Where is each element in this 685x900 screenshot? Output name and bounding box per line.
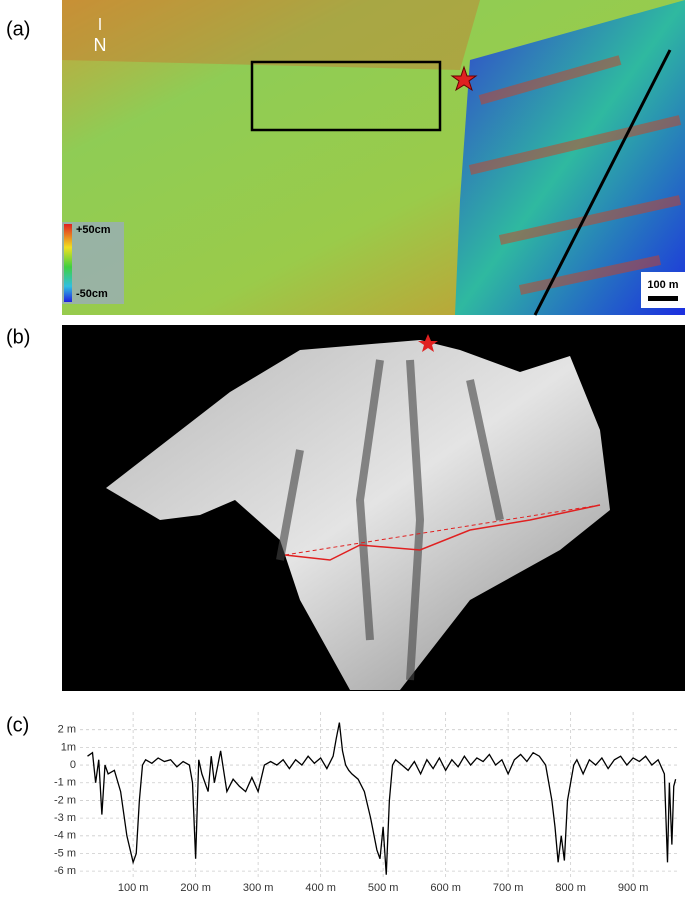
y-tick-label: -4 m xyxy=(54,830,76,842)
colorbar-min: -50cm xyxy=(76,288,108,300)
x-tick-label: 200 m xyxy=(180,882,211,894)
panel-label: (a) xyxy=(6,18,30,40)
colorbar xyxy=(64,224,72,302)
colorbar-max: +50cm xyxy=(76,224,111,236)
y-tick-label: -6 m xyxy=(54,865,76,877)
x-tick-label: 100 m xyxy=(118,882,149,894)
x-tick-label: 800 m xyxy=(555,882,586,894)
scale-bar xyxy=(648,296,678,301)
x-tick-label: 700 m xyxy=(493,882,524,894)
x-tick-label: 300 m xyxy=(243,882,274,894)
x-tick-label: 500 m xyxy=(368,882,399,894)
scale-label: 100 m xyxy=(647,279,678,291)
y-tick-label: -3 m xyxy=(54,812,76,824)
x-tick-label: 900 m xyxy=(618,882,649,894)
y-tick-label: 2 m xyxy=(58,724,76,736)
profile-line xyxy=(88,723,676,875)
x-tick-label: 400 m xyxy=(305,882,336,894)
x-tick-label: 600 m xyxy=(430,882,461,894)
y-tick-label: 0 xyxy=(70,759,76,771)
y-tick-label: -2 m xyxy=(54,794,76,806)
y-tick-label: -1 m xyxy=(54,777,76,789)
panel-label: (c) xyxy=(6,714,29,736)
y-tick-label: -5 m xyxy=(54,847,76,859)
y-tick-label: 1m xyxy=(61,741,76,753)
map-ridge xyxy=(62,0,480,70)
panel-label: (b) xyxy=(6,326,30,348)
profile-chart: 2 m 1m 0 -1 m -2 m -3 m -4 m -5 m -6 m 100 m 200 m… xyxy=(54,712,680,894)
north-label: N xyxy=(94,35,107,55)
figure: (a) N +50cm -50cm 100 m (b) (c) 2 m 1m 0 -1… xyxy=(0,0,685,895)
